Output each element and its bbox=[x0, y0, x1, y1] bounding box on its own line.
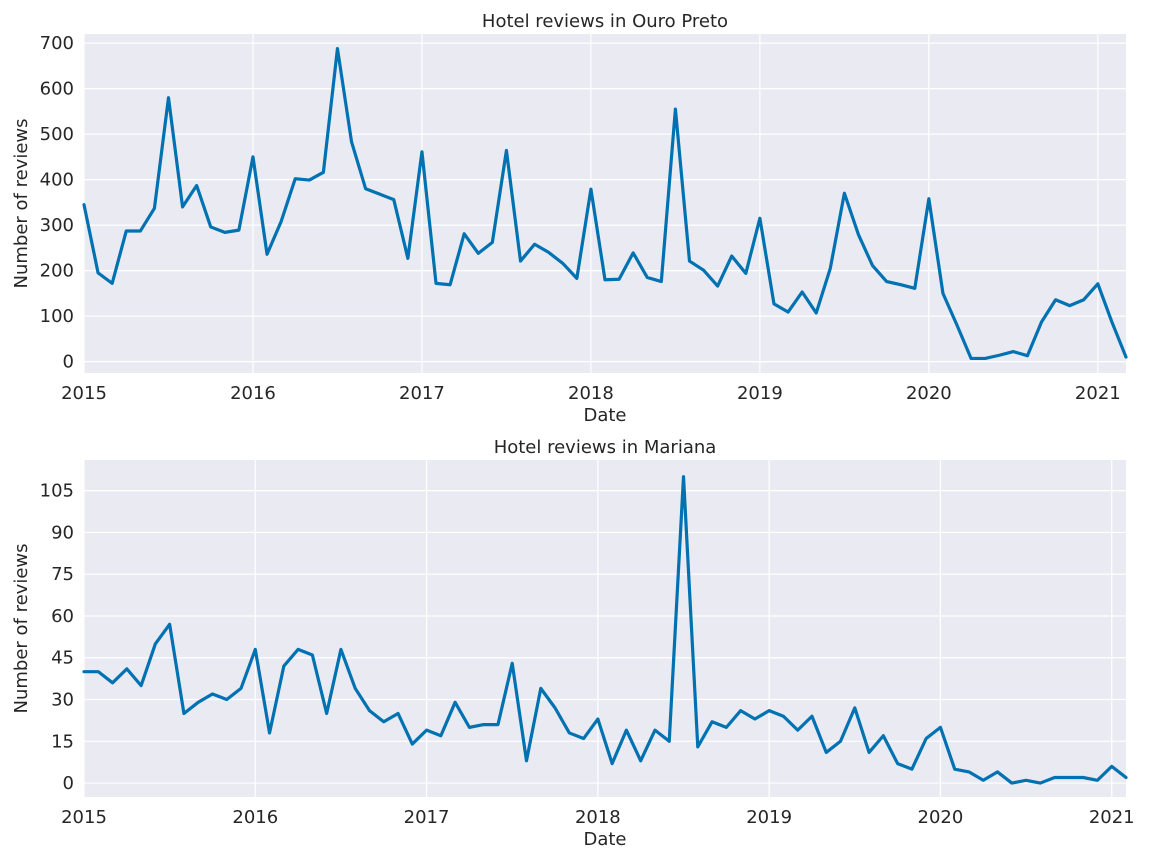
x-tick-label: 2017 bbox=[404, 807, 450, 828]
data-series bbox=[82, 46, 1128, 361]
x-tick-labels: 2015 2016 2017 2018 2019 2020 2021 bbox=[61, 807, 1135, 828]
x-tick-label: 2018 bbox=[568, 383, 614, 404]
x-tick-label: 2015 bbox=[61, 383, 107, 404]
y-axis-label: Number of reviews bbox=[11, 118, 32, 288]
x-tick-label: 2019 bbox=[746, 807, 792, 828]
x-axis-label: Date bbox=[583, 829, 626, 850]
y-tick-label: 75 bbox=[51, 564, 74, 585]
y-tick-label: 30 bbox=[51, 690, 74, 711]
x-tick-label: 2020 bbox=[906, 383, 952, 404]
y-tick-label: 0 bbox=[63, 352, 74, 373]
chart-title: Hotel reviews in Mariana bbox=[494, 437, 717, 458]
y-tick-label: 300 bbox=[40, 215, 74, 236]
y-tick-labels: 0 100 200 300 400 500 600 700 bbox=[40, 33, 74, 373]
y-tick-label: 400 bbox=[40, 170, 74, 191]
chart-ouro-preto: 2015 2016 2017 2018 2019 2020 2021 0 100 200 300 4… bbox=[11, 11, 1128, 426]
gridlines bbox=[83, 460, 1126, 797]
y-tick-label: 45 bbox=[51, 648, 74, 669]
series-line bbox=[82, 475, 1128, 785]
x-tick-label: 2019 bbox=[737, 383, 783, 404]
y-tick-label: 200 bbox=[40, 261, 74, 282]
y-tick-label: 500 bbox=[40, 124, 74, 145]
y-tick-label: 100 bbox=[40, 306, 74, 327]
series-line bbox=[82, 46, 1128, 361]
y-tick-label: 90 bbox=[51, 522, 74, 543]
x-tick-labels: 2015 2016 2017 2018 2019 2020 2021 bbox=[61, 383, 1121, 404]
y-tick-labels: 0 15 30 45 60 75 90 105 bbox=[40, 481, 74, 794]
x-tick-label: 2015 bbox=[61, 807, 107, 828]
x-axis-label: Date bbox=[583, 405, 626, 426]
x-tick-label: 2017 bbox=[399, 383, 445, 404]
plot-area bbox=[84, 34, 1126, 373]
x-tick-label: 2021 bbox=[1075, 383, 1121, 404]
y-tick-label: 60 bbox=[51, 606, 74, 627]
y-tick-label: 105 bbox=[40, 481, 74, 502]
x-tick-label: 2021 bbox=[1089, 807, 1135, 828]
x-tick-label: 2016 bbox=[230, 383, 276, 404]
data-series bbox=[82, 475, 1128, 785]
chart-title: Hotel reviews in Ouro Preto bbox=[482, 11, 728, 32]
y-tick-label: 700 bbox=[40, 33, 74, 54]
x-tick-label: 2018 bbox=[575, 807, 621, 828]
chart-mariana: 2015 2016 2017 2018 2019 2020 2021 0 15 30 45 60 75… bbox=[11, 437, 1135, 850]
x-tick-label: 2016 bbox=[232, 807, 278, 828]
y-tick-label: 600 bbox=[40, 79, 74, 100]
y-tick-label: 0 bbox=[63, 773, 74, 794]
y-axis-label: Number of reviews bbox=[11, 543, 32, 713]
x-tick-label: 2020 bbox=[918, 807, 964, 828]
y-tick-label: 15 bbox=[51, 731, 74, 752]
